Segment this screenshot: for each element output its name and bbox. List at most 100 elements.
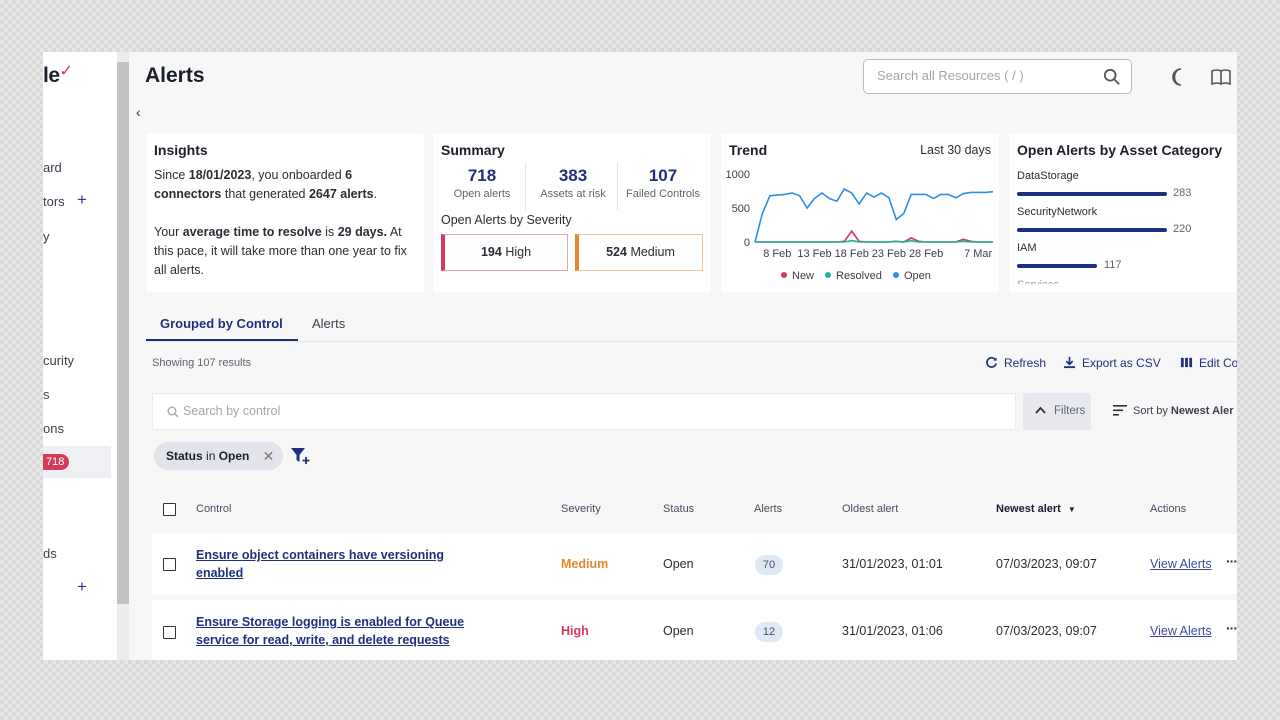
category-value: 117 xyxy=(1104,259,1122,271)
status-cell: Open xyxy=(663,624,694,638)
logo-mark-icon: ✓ xyxy=(59,63,73,80)
add-filter-funnel-icon[interactable] xyxy=(290,447,310,465)
global-search[interactable] xyxy=(863,59,1132,94)
dark-mode-icon[interactable] xyxy=(1168,66,1190,88)
export-csv-button[interactable]: Export as CSV xyxy=(1063,356,1161,370)
column-header-oldest-alert[interactable]: Oldest alert xyxy=(842,503,899,515)
y-tick-label: 0 xyxy=(744,237,750,249)
legend-open[interactable]: Open xyxy=(893,270,931,282)
legend-dot-icon xyxy=(825,272,831,279)
control-link[interactable]: Ensure object containers have versioning… xyxy=(196,548,444,580)
control-search-input[interactable] xyxy=(183,404,783,418)
alerts-count-badge: 718 xyxy=(43,454,70,470)
series-line-new xyxy=(755,229,993,243)
category-value: 283 xyxy=(1173,187,1192,199)
stat-failed-controls[interactable]: 107 Failed Controls xyxy=(626,166,700,200)
stat-divider xyxy=(525,162,526,210)
column-header-newest-alert[interactable]: Newest alert ▼ xyxy=(996,503,1076,515)
sort-button[interactable]: Sort by Newest Aler xyxy=(1113,404,1233,417)
trend-title: Trend xyxy=(729,142,768,158)
add-connector-icon[interactable]: + xyxy=(77,190,87,209)
more-options-icon[interactable]: ··· xyxy=(1226,620,1237,636)
category-bar[interactable] xyxy=(1017,264,1097,268)
sidebar-item-integrations[interactable]: ons xyxy=(43,421,64,436)
edit-columns-button[interactable]: Edit Co xyxy=(1180,356,1237,370)
x-tick-label: 8 Feb xyxy=(763,248,791,260)
series-line-resolved xyxy=(755,239,993,243)
sidebar-item-inventory[interactable]: y xyxy=(43,229,50,244)
global-search-input[interactable] xyxy=(877,68,1097,83)
results-count: Showing 107 results xyxy=(152,357,252,369)
category-label: SecurityNetwork xyxy=(1017,206,1098,218)
category-label: DataStorage xyxy=(1017,170,1079,182)
newest-alert-cell: 07/03/2023, 09:07 xyxy=(996,624,1097,638)
table-row[interactable]: Ensure Storage logging is enabled for Qu… xyxy=(152,600,1237,660)
category-bar[interactable] xyxy=(1017,228,1167,232)
stat-assets-at-risk[interactable]: 383 Assets at risk xyxy=(540,166,606,200)
tabs-divider xyxy=(146,341,1237,342)
asset-category-card: Open Alerts by Asset Category DataStorag… xyxy=(1009,134,1237,292)
sidebar-item-dashboard[interactable]: ard xyxy=(43,160,62,175)
remove-filter-close-icon[interactable]: ✕ xyxy=(262,448,275,464)
row-checkbox[interactable] xyxy=(163,626,176,639)
stat-divider xyxy=(617,162,618,210)
insights-text: Since 18/01/2023, you onboarded 6 connec… xyxy=(154,168,407,277)
collapse-sidebar-chevron-icon[interactable]: ‹ xyxy=(136,104,141,120)
control-search[interactable] xyxy=(152,393,1016,430)
column-header-actions: Actions xyxy=(1150,503,1187,515)
summary-title: Summary xyxy=(441,142,505,158)
x-tick-label: 28 Feb xyxy=(909,248,943,260)
sidebar-item-policies[interactable]: s xyxy=(43,387,50,402)
page-title: Alerts xyxy=(145,64,205,87)
select-all-checkbox[interactable] xyxy=(163,503,176,516)
legend-resolved[interactable]: Resolved xyxy=(825,270,882,282)
more-options-icon[interactable]: ··· xyxy=(1226,553,1237,569)
table-row[interactable]: Ensure object containers have versioning… xyxy=(152,534,1237,594)
medium-severity-box[interactable]: 524 Medium xyxy=(575,234,703,271)
alerts-count-pill: 70 xyxy=(755,555,783,575)
x-tick-label: 23 Feb xyxy=(872,248,906,260)
row-checkbox[interactable] xyxy=(163,558,176,571)
sidebar-item-security[interactable]: curity xyxy=(43,353,75,368)
sidebar: le✓ ard tors + y curity s ons 718 ds + xyxy=(43,52,117,660)
high-severity-box[interactable]: 194 High xyxy=(441,234,568,271)
category-label: Services xyxy=(1017,279,1060,291)
legend-new[interactable]: New xyxy=(781,270,814,282)
refresh-button[interactable]: Refresh xyxy=(985,356,1046,370)
asset-category-title: Open Alerts by Asset Category xyxy=(1017,142,1223,158)
sort-icon xyxy=(1113,404,1127,416)
view-alerts-link[interactable]: View Alerts xyxy=(1150,624,1212,638)
y-tick-label: 1000 xyxy=(726,169,750,181)
y-tick-label: 500 xyxy=(732,203,750,215)
sidebar-item-dashboards[interactable]: ds xyxy=(43,546,57,561)
column-header-severity[interactable]: Severity xyxy=(561,503,601,515)
column-header-status[interactable]: Status xyxy=(663,503,695,515)
tab-alerts[interactable]: Alerts xyxy=(312,316,346,331)
chevron-up-icon xyxy=(1035,406,1046,414)
control-link[interactable]: Ensure Storage logging is enabled for Qu… xyxy=(196,615,465,647)
tab-grouped-by-control[interactable]: Grouped by Control xyxy=(160,316,283,331)
add-dashboard-icon[interactable]: + xyxy=(77,577,87,596)
docs-book-icon[interactable] xyxy=(1210,66,1232,88)
stat-open-alerts[interactable]: 718 Open alerts xyxy=(453,166,511,200)
category-bar[interactable] xyxy=(1017,192,1167,196)
column-header-control[interactable]: Control xyxy=(196,503,232,515)
oldest-alert-cell: 31/01/2023, 01:01 xyxy=(842,557,943,571)
trend-card: Trend Last 30 days 1000 500 0 8 Feb 13 Feb 18… xyxy=(721,134,999,292)
alerts-count-pill: 12 xyxy=(755,622,783,642)
logo[interactable]: le✓ xyxy=(43,63,73,87)
view-alerts-link[interactable]: View Alerts xyxy=(1150,557,1212,571)
column-header-alerts[interactable]: Alerts xyxy=(754,503,783,515)
sort-desc-icon: ▼ xyxy=(1067,505,1076,514)
columns-icon xyxy=(1180,358,1193,368)
summary-card: Summary 718 Open alerts 383 Assets at ri… xyxy=(433,134,711,292)
status-filter-chip[interactable]: Status in Open ✕ xyxy=(154,442,284,470)
sidebar-item-connectors[interactable]: tors xyxy=(43,194,65,209)
filters-button[interactable]: Filters xyxy=(1023,393,1091,430)
oldest-alert-cell: 31/01/2023, 01:06 xyxy=(842,624,943,638)
search-icon xyxy=(167,406,179,418)
search-icon[interactable] xyxy=(1103,68,1121,86)
download-icon xyxy=(1063,357,1076,369)
severity-title: Open Alerts by Severity xyxy=(441,213,572,227)
sidebar-scrollbar[interactable] xyxy=(117,62,129,604)
